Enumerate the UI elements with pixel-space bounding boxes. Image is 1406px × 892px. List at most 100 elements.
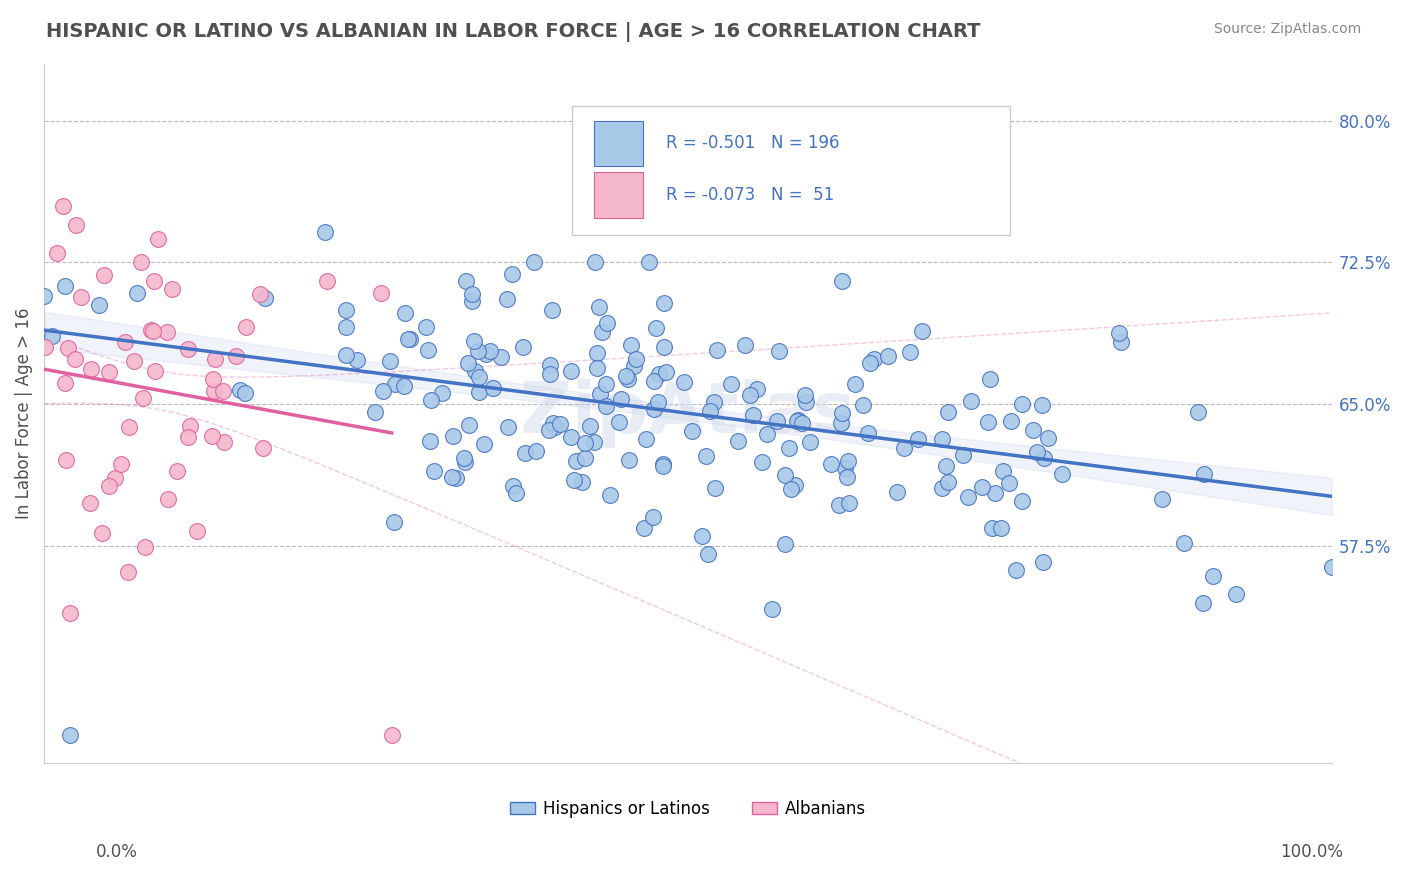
Point bbox=[609, 392, 631, 406]
Point bbox=[1050, 467, 1073, 482]
Point bbox=[371, 384, 394, 398]
Point bbox=[742, 408, 765, 422]
Point bbox=[1031, 398, 1053, 412]
Point bbox=[734, 338, 756, 352]
Point bbox=[699, 404, 721, 418]
Point bbox=[626, 352, 648, 367]
Point bbox=[441, 469, 464, 483]
Point bbox=[335, 302, 357, 317]
Point bbox=[418, 434, 440, 448]
Point bbox=[643, 401, 665, 416]
Point bbox=[1191, 595, 1213, 609]
Point bbox=[482, 381, 505, 395]
Point bbox=[501, 267, 523, 281]
Point bbox=[441, 428, 464, 442]
Point bbox=[55, 453, 77, 467]
Point bbox=[1187, 405, 1209, 419]
Point bbox=[34, 339, 56, 353]
Point bbox=[799, 435, 821, 450]
Point bbox=[463, 334, 485, 348]
Point bbox=[1004, 563, 1026, 577]
Point bbox=[461, 286, 484, 301]
Point bbox=[1108, 326, 1130, 341]
Point bbox=[844, 376, 866, 391]
Point bbox=[1000, 414, 1022, 428]
Point bbox=[984, 486, 1007, 500]
Point bbox=[607, 415, 630, 429]
Point bbox=[122, 353, 145, 368]
Point bbox=[768, 343, 790, 358]
Point bbox=[540, 368, 562, 382]
Point bbox=[837, 470, 859, 484]
Point bbox=[134, 540, 156, 554]
Point bbox=[720, 377, 742, 392]
Legend: Hispanics or Latinos, Albanians: Hispanics or Latinos, Albanians bbox=[503, 793, 873, 825]
Point bbox=[472, 436, 495, 450]
Point bbox=[565, 454, 588, 468]
Point bbox=[863, 352, 886, 367]
Point bbox=[1032, 555, 1054, 569]
Point bbox=[202, 371, 225, 385]
Point bbox=[617, 453, 640, 467]
Point bbox=[706, 343, 728, 357]
Point bbox=[893, 442, 915, 456]
Point bbox=[834, 461, 856, 475]
Point bbox=[907, 432, 929, 446]
Point bbox=[952, 449, 974, 463]
Point bbox=[176, 342, 198, 356]
Point bbox=[97, 365, 120, 379]
Point bbox=[695, 449, 717, 463]
Point bbox=[977, 415, 1000, 429]
Point bbox=[475, 347, 498, 361]
Point bbox=[157, 492, 180, 507]
Point bbox=[254, 291, 277, 305]
Point bbox=[457, 356, 479, 370]
Point bbox=[461, 294, 484, 309]
Point bbox=[363, 405, 385, 419]
Point bbox=[523, 255, 546, 269]
Point bbox=[633, 520, 655, 534]
Point bbox=[394, 306, 416, 320]
Point bbox=[655, 365, 678, 379]
Point bbox=[681, 425, 703, 439]
Point bbox=[1025, 444, 1047, 458]
Point bbox=[249, 287, 271, 301]
Point bbox=[574, 450, 596, 465]
Point bbox=[599, 488, 621, 502]
Point bbox=[643, 374, 665, 388]
Point bbox=[574, 436, 596, 450]
Point bbox=[903, 195, 925, 210]
Point bbox=[512, 340, 534, 354]
Point bbox=[560, 429, 582, 443]
Point bbox=[162, 282, 184, 296]
Point bbox=[202, 384, 225, 398]
Point bbox=[314, 225, 336, 239]
Point bbox=[1150, 491, 1173, 506]
Text: R = -0.501   N = 196: R = -0.501 N = 196 bbox=[666, 135, 839, 153]
Point bbox=[458, 418, 481, 433]
Point bbox=[430, 385, 453, 400]
Point bbox=[838, 496, 860, 510]
Point bbox=[578, 418, 600, 433]
Point bbox=[859, 356, 882, 370]
Point bbox=[384, 376, 406, 391]
Point bbox=[898, 344, 921, 359]
Point bbox=[787, 413, 810, 427]
Point bbox=[638, 255, 661, 269]
Point bbox=[981, 521, 1004, 535]
Point bbox=[990, 521, 1012, 535]
Point bbox=[634, 432, 657, 446]
Point bbox=[132, 392, 155, 406]
Point bbox=[970, 480, 993, 494]
Point bbox=[541, 416, 564, 430]
Point bbox=[1022, 423, 1045, 437]
Point bbox=[780, 482, 803, 496]
Point bbox=[654, 340, 676, 354]
Point bbox=[652, 459, 675, 474]
Point bbox=[139, 323, 162, 337]
Point bbox=[673, 375, 696, 389]
Point bbox=[423, 464, 446, 478]
Point bbox=[179, 419, 201, 434]
Point bbox=[502, 478, 524, 492]
Point bbox=[90, 526, 112, 541]
